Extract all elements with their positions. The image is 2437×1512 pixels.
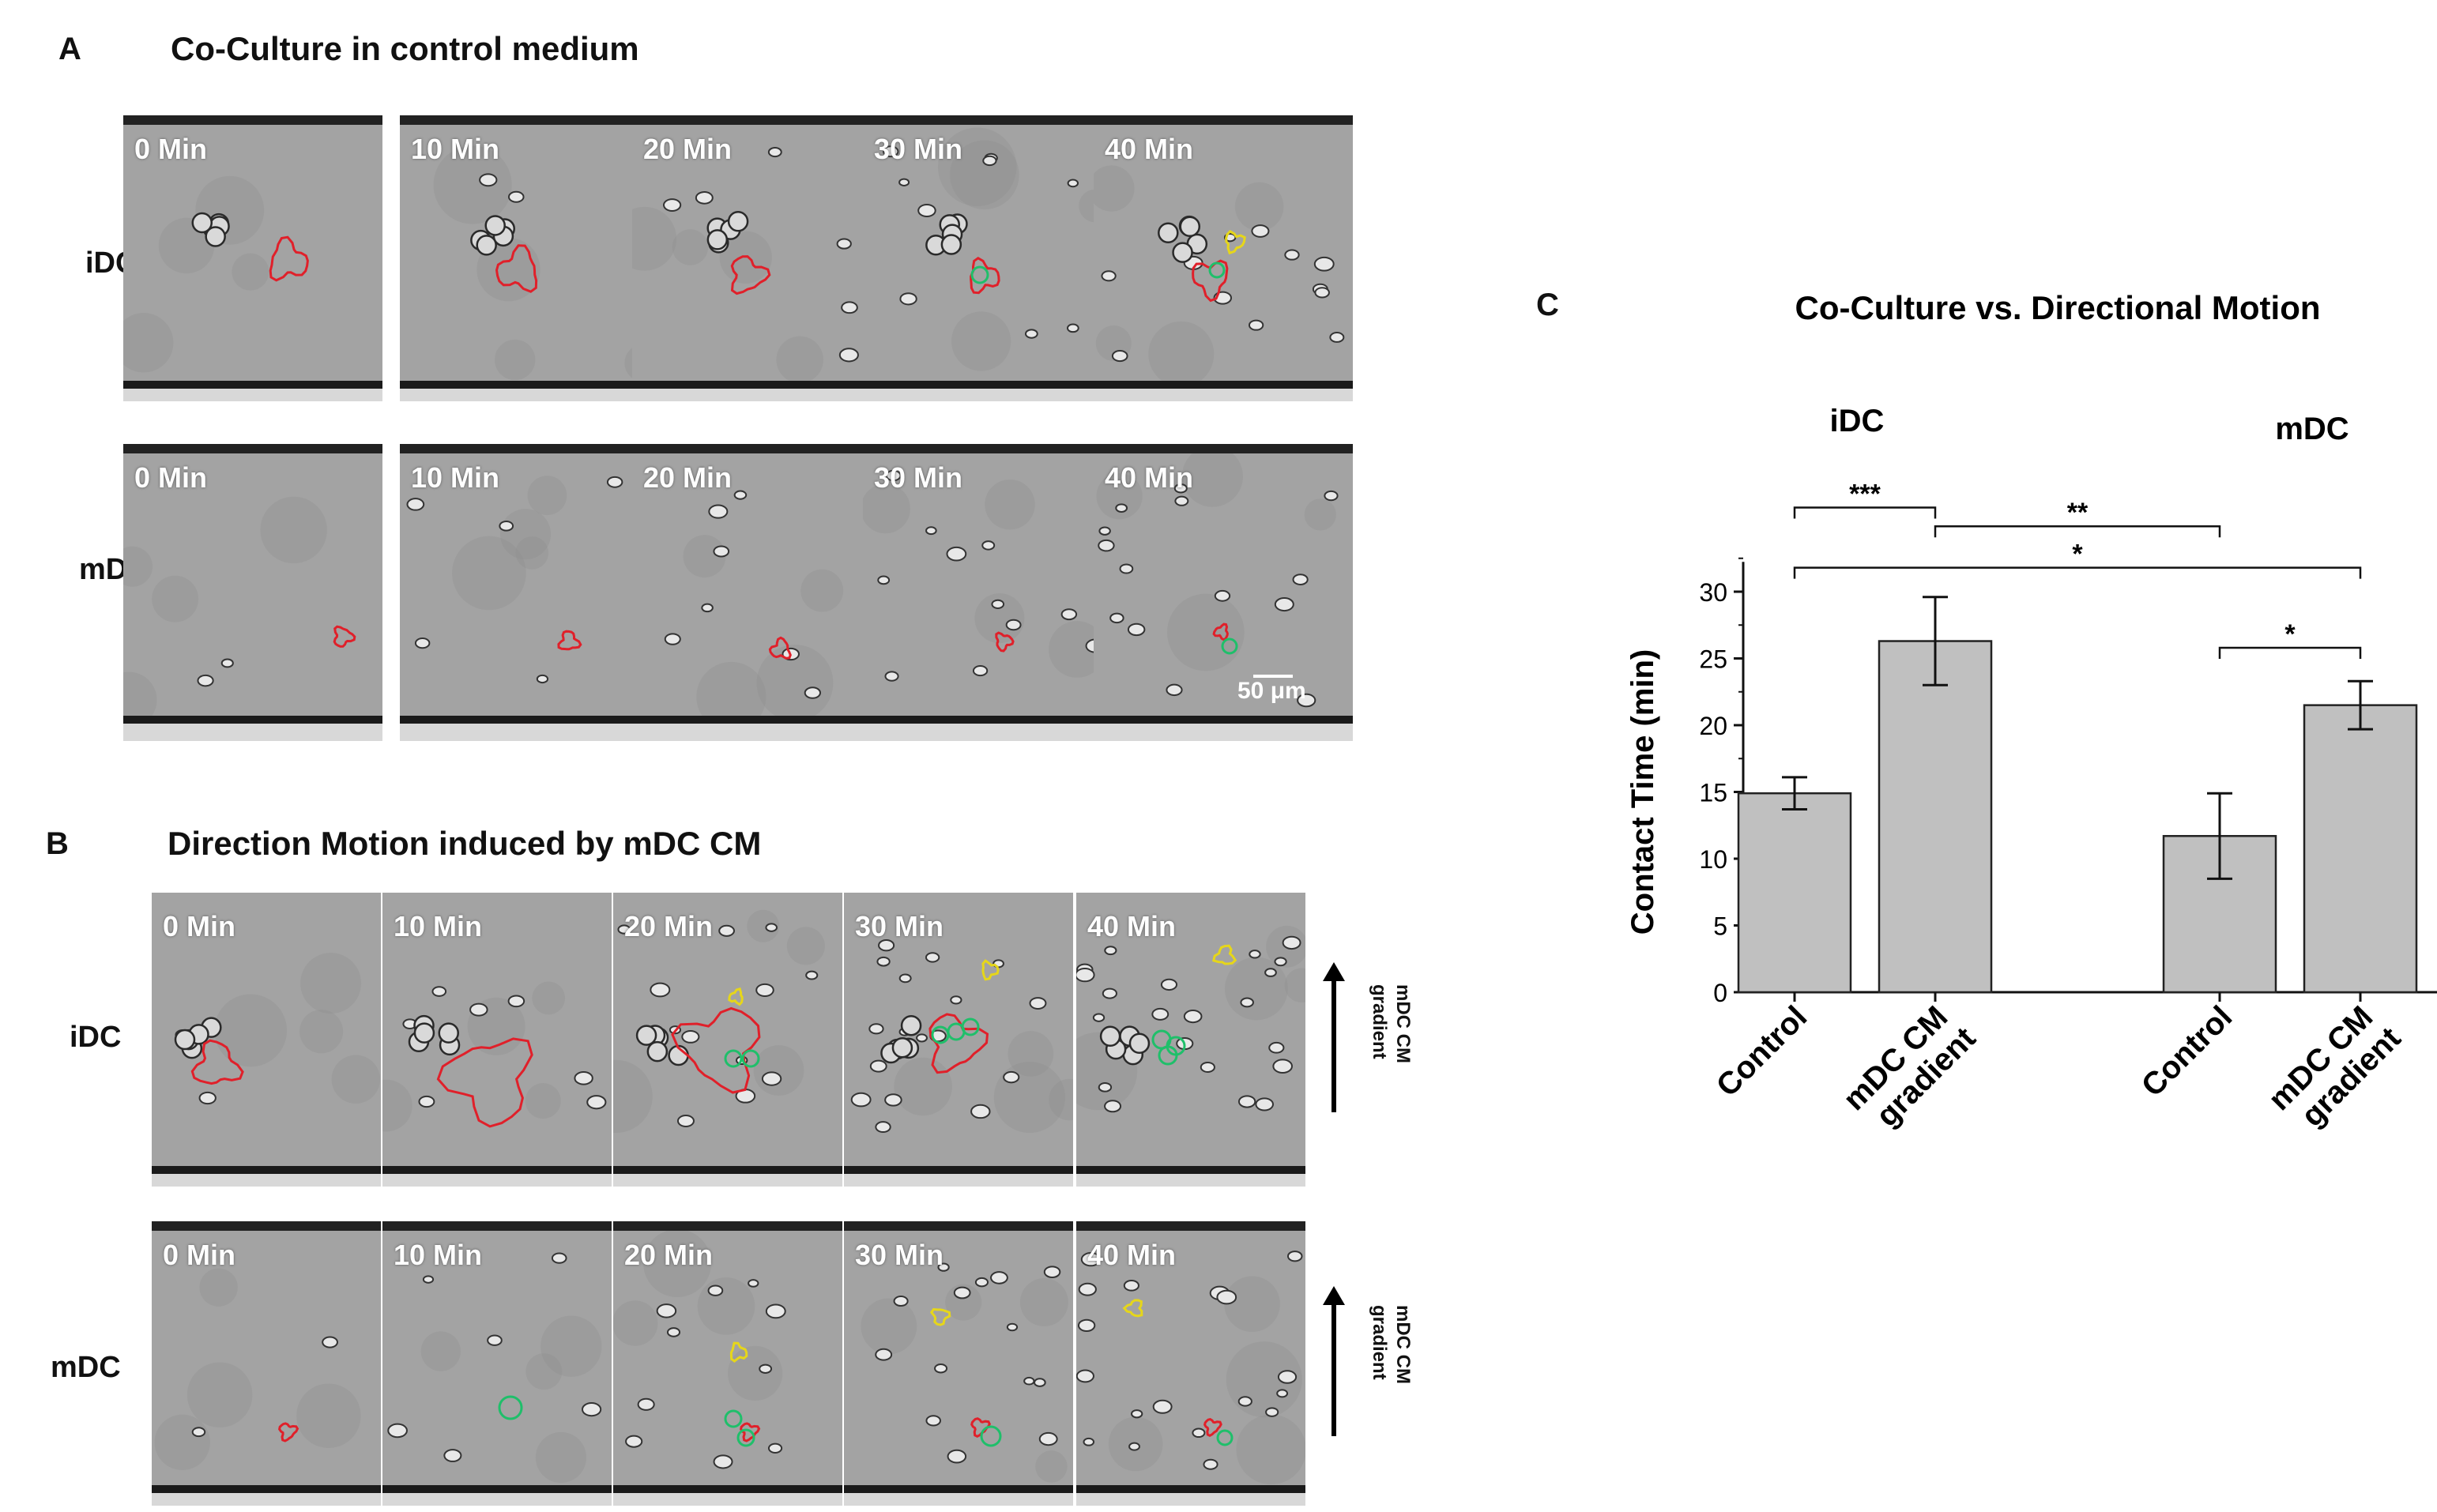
y-tick-label: 25 (1699, 645, 1727, 674)
time-label: 20 Min (643, 461, 733, 494)
time-label: 40 Min (1105, 461, 1194, 494)
gradient-arrow-mdc (1323, 1286, 1345, 1436)
y-tick-label: 20 (1699, 712, 1727, 740)
time-label: 0 Min (134, 461, 208, 494)
panel-b-frame-mdc-4: 40 Min (1076, 1221, 1305, 1506)
y-axis-label: Contact Time (min) (1625, 649, 1660, 935)
panel-a-frame-mdc-2: 20 Min (632, 444, 891, 741)
panel-c-letter: C (1536, 288, 1559, 322)
group-label-mdc: mDC (2275, 412, 2348, 446)
time-label: 30 Min (855, 1239, 944, 1271)
significance-label: * (2072, 540, 2083, 570)
panel-b-frame-idc-4: 40 Min (1076, 893, 1305, 1187)
panel-a-frame-mdc-1: 10 Min (400, 444, 659, 741)
panel-a-frame-idc-3: 30 Min (863, 115, 1122, 401)
significance-bracket (1934, 525, 2221, 538)
panel-a-scale-bar-label: 50 μm (1237, 678, 1306, 704)
panel-b-frame-mdc-2: 20 Min (613, 1221, 842, 1506)
panel-b-frame-mdc-3: 30 Min (844, 1221, 1073, 1506)
significance-label: ** (2067, 498, 2089, 528)
time-label: 0 Min (163, 1239, 236, 1271)
panel-a-frame-mdc-0: 0 Min (123, 444, 382, 741)
panel-b-frame-idc-0: 0 Min (152, 893, 381, 1187)
panel-a-image-grid: 0 Min 10 Min 20 Min 30 Min 40 Min 0 Min 10 Min… (0, 0, 1353, 741)
panel-b-letter: B (46, 826, 69, 861)
time-label: 20 Min (643, 133, 733, 165)
time-label: 10 Min (394, 910, 483, 942)
time-label: 40 Min (1087, 910, 1177, 942)
panel-a-frame-mdc-4: 40 Min (1094, 444, 1353, 741)
panel-b-frame-idc-1: 10 Min (382, 893, 612, 1187)
panel-a-letter: A (58, 32, 81, 66)
time-label: 40 Min (1087, 1239, 1177, 1271)
panel-b-frame-mdc-1: 10 Min (382, 1221, 612, 1506)
y-tick-label: 15 (1699, 779, 1727, 807)
panel-a-title: Co-Culture in control medium (171, 30, 639, 67)
panel-b-title: Direction Motion induced by mDC CM (168, 825, 762, 862)
panel-b-frame-idc-2: 20 Min (613, 893, 842, 1187)
significance-label: *** (1849, 480, 1881, 510)
time-label: 30 Min (874, 461, 963, 494)
time-label: 10 Min (411, 133, 500, 165)
y-tick-label: 0 (1713, 979, 1727, 1007)
time-label: 20 Min (624, 910, 714, 942)
gradient-arrow-idc (1323, 962, 1345, 1112)
time-label: 10 Min (394, 1239, 483, 1271)
panel-b-frame-idc-3: 30 Min (844, 893, 1073, 1187)
panel-b-image-grid: 0 Min 10 Min 20 Min 30 Min 40 Min 0 Min 10 Min… (0, 0, 1305, 1506)
panel-b-row-label-idc: iDC (70, 1021, 122, 1054)
significance-bracket (1793, 506, 1937, 519)
time-label: 40 Min (1105, 133, 1194, 165)
time-label: 10 Min (411, 461, 500, 494)
panel-a-frame-mdc-3: 30 Min (863, 444, 1122, 741)
panel-a-frame-idc-4: 40 Min (1094, 115, 1353, 401)
time-label: 20 Min (624, 1239, 714, 1271)
time-label: 0 Min (163, 910, 236, 942)
significance-label: * (2284, 619, 2296, 649)
panel-b-frame-mdc-0: 0 Min (152, 1221, 381, 1506)
panel-a-frame-idc-0: 0 Min (123, 115, 382, 401)
y-tick-label: 5 (1713, 912, 1727, 941)
time-label: 30 Min (855, 910, 944, 942)
time-label: 30 Min (874, 133, 963, 165)
time-label: 0 Min (134, 133, 208, 165)
chart-title: Co-Culture vs. Directional Motion (1795, 289, 2320, 326)
significance-bracket (1793, 566, 2362, 579)
significance-bracket (2218, 646, 2362, 659)
panel-a-frame-idc-2: 20 Min (632, 115, 891, 401)
y-tick-label: 30 (1699, 578, 1727, 607)
panel-b-row-label-mdc: mDC (51, 1351, 121, 1384)
group-label-idc: iDC (1830, 404, 1885, 438)
y-tick-label: 10 (1699, 845, 1727, 874)
panel-a-frame-idc-1: 10 Min (400, 115, 659, 401)
